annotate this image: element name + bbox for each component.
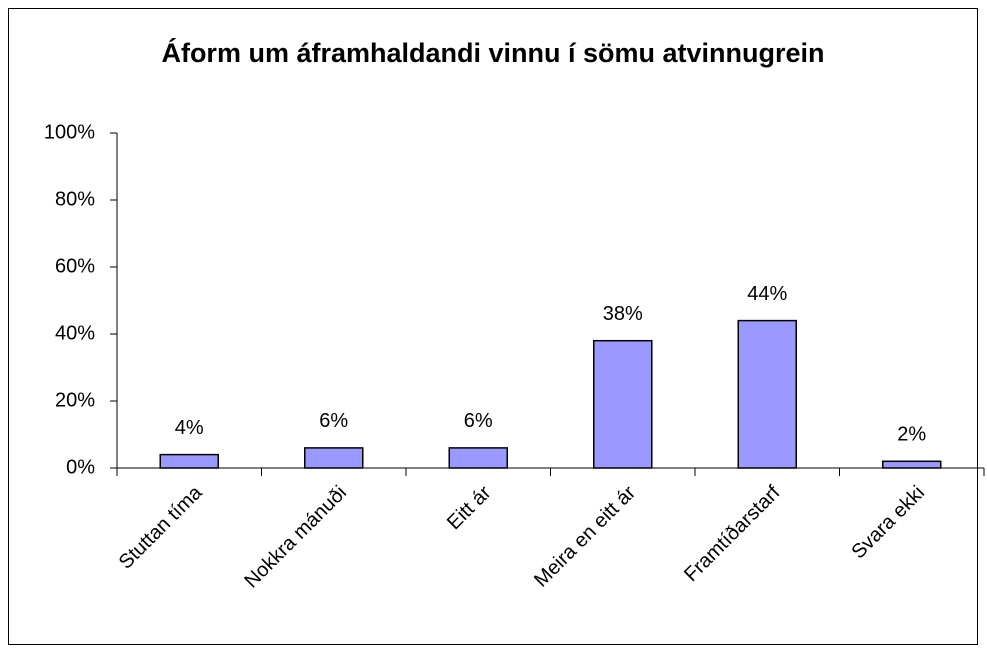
bar [159, 453, 219, 469]
data-label: 4% [175, 417, 204, 439]
data-label: 6% [319, 410, 348, 432]
bar [304, 447, 364, 469]
y-tick-label: 40% [55, 322, 95, 344]
bar [593, 339, 653, 469]
data-label: 44% [747, 283, 787, 305]
data-label: 6% [464, 410, 493, 432]
y-tick-label: 80% [55, 188, 95, 210]
bar [882, 460, 942, 469]
chart-frame [8, 8, 978, 645]
y-tick-label: 100% [44, 121, 95, 143]
y-tick-label: 60% [55, 255, 95, 277]
y-tick-label: 0% [66, 456, 95, 478]
data-label: 38% [603, 303, 643, 325]
y-tick-label: 20% [55, 389, 95, 411]
bar [448, 447, 508, 469]
bar [737, 319, 797, 469]
data-label: 2% [897, 424, 926, 446]
chart-title: Áform um áframhaldandi vinnu í sömu atvi… [161, 37, 824, 68]
